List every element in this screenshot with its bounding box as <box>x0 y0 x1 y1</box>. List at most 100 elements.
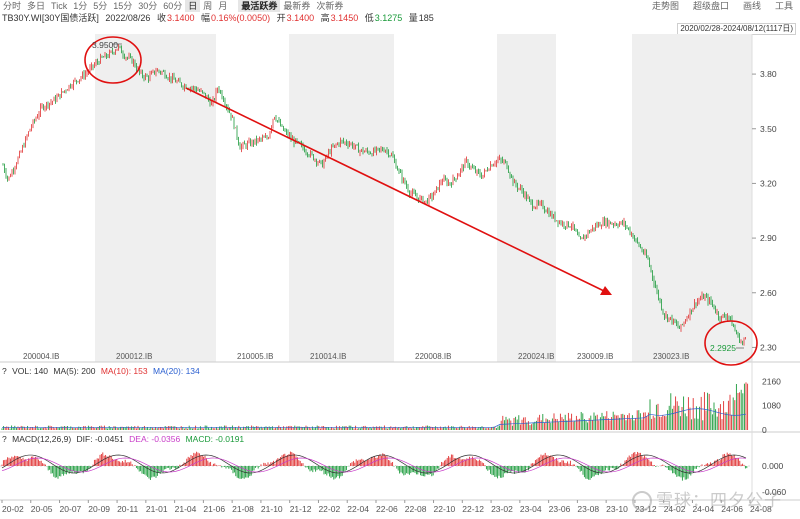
period-tab-1[interactable]: 多日 <box>27 1 46 11</box>
right-tools: 走势图 超级盘口 画线 工具 <box>641 0 796 12</box>
x-axis-label-7: 21-06 <box>203 504 225 514</box>
quote-bar: TB30Y.WI[30Y国债活跃] 2022/08/26 收 3.1400 幅0.… <box>2 12 438 24</box>
contract-band-0 <box>95 34 216 362</box>
watermark-text: 雪球：四夕公子 <box>656 491 782 511</box>
low-circle <box>704 320 758 366</box>
period-tab-9[interactable]: 周 <box>203 1 213 11</box>
x-axis-label-13: 22-06 <box>376 504 398 514</box>
x-axis-label-18: 23-04 <box>520 504 542 514</box>
high-value: 3.1450 <box>330 13 359 23</box>
high-label: 高 <box>320 13 330 23</box>
contract-label-7: 230023.IB <box>653 352 689 361</box>
y-tick-label-2: 3.20 <box>760 178 777 188</box>
bond-option-1[interactable]: 最新券 <box>283 1 311 11</box>
open-label: 开 <box>276 13 286 23</box>
macd-dea: DEA: -0.0356 <box>129 434 181 444</box>
low-value: 3.1275 <box>374 13 403 23</box>
vol-y-label-0: 2160 <box>762 376 781 386</box>
open-value: 3.1400 <box>286 13 315 23</box>
macd-y-label-0: 0.000 <box>762 461 784 471</box>
macd-dif: DIF: -0.0451 <box>76 434 124 444</box>
x-axis-label-11: 22-02 <box>318 504 340 514</box>
period-tab-3[interactable]: 1分 <box>73 1 88 11</box>
macd-dif-line <box>1 454 747 474</box>
bond-option-2[interactable]: 次新券 <box>316 1 344 11</box>
x-axis-label-16: 22-12 <box>462 504 484 514</box>
volume-legend: ? VOL: 140 MA(5): 200 MA(10): 153 MA(20)… <box>2 366 203 376</box>
contract-label-1: 200012.IB <box>116 352 152 361</box>
high-circle <box>84 36 142 84</box>
vol-y-label-2: 0 <box>762 425 767 435</box>
bond-option-0[interactable]: 最活跃券 <box>238 0 281 12</box>
volume-label: 量 <box>408 13 418 23</box>
period-tab-6[interactable]: 30分 <box>138 1 158 11</box>
vol-ma20: MA(20): 134 <box>152 366 200 376</box>
x-axis-label-21: 23-10 <box>606 504 628 514</box>
low-label: 低 <box>364 13 374 23</box>
x-axis-label-12: 22-04 <box>347 504 369 514</box>
y-tick-label-5: 2.30 <box>760 342 777 352</box>
x-axis-label-15: 22-10 <box>434 504 456 514</box>
y-tick-label-4: 2.60 <box>760 288 777 298</box>
contract-band-1 <box>289 34 394 362</box>
macd-y-label-1: -0.060 <box>762 487 786 497</box>
vol-ma20-line <box>2 408 747 428</box>
contract-label-0: 200004.IB <box>23 352 59 361</box>
vol-y-label-1: 1080 <box>762 401 781 411</box>
contract-label-2: 210005.IB <box>237 352 273 361</box>
close-label: 收 <box>156 13 166 23</box>
volume-settings-icon[interactable]: ? <box>2 366 7 376</box>
y-tick-label-3: 2.90 <box>760 233 777 243</box>
high-marker-label: 3.9500 <box>92 40 118 50</box>
contract-label-5: 220024.IB <box>518 352 554 361</box>
macd-legend: ? MACD(12,26,9) DIF: -0.0451 DEA: -0.035… <box>2 434 247 444</box>
x-axis-label-3: 20-09 <box>88 504 110 514</box>
snowball-logo-icon <box>632 491 652 511</box>
x-axis-label-17: 23-02 <box>491 504 513 514</box>
contract-label-4: 220008.IB <box>415 352 451 361</box>
x-axis-label-24: 24-04 <box>692 504 714 514</box>
contract-label-6: 230009.IB <box>577 352 613 361</box>
x-axis-label-25: 24-06 <box>721 504 743 514</box>
x-axis-label-8: 21-08 <box>232 504 254 514</box>
vol-ma10: MA(10): 153 <box>100 366 148 376</box>
period-tabs: 分时 多日 Tick 1分 5分 15分 30分 60分日周月 <box>0 0 230 12</box>
x-axis-label-6: 21-04 <box>175 504 197 514</box>
contract-band-3 <box>632 34 752 362</box>
trend-arrow-head <box>600 286 612 295</box>
x-axis-label-9: 21-10 <box>261 504 283 514</box>
x-axis-label-26: 24-08 <box>750 504 772 514</box>
tool-button-0[interactable]: 走势图 <box>651 1 679 11</box>
period-tab-4[interactable]: 5分 <box>93 1 108 11</box>
vol-ma5: MA(5): 200 <box>53 366 96 376</box>
change-value: 0.16%(0.0050) <box>211 13 271 23</box>
tool-button-1[interactable]: 超级盘口 <box>692 1 729 11</box>
period-tab-10[interactable]: 月 <box>218 1 228 11</box>
x-axis-label-1: 20-05 <box>31 504 53 514</box>
x-axis-label-23: 24-02 <box>664 504 686 514</box>
trend-arrow-line <box>185 87 605 292</box>
tool-button-3[interactable]: 工具 <box>774 1 793 11</box>
macd-dea-line <box>1 457 747 473</box>
x-axis-label-20: 23-08 <box>577 504 599 514</box>
contract-label-3: 210014.IB <box>310 352 346 361</box>
period-tab-8[interactable]: 日 <box>185 0 201 12</box>
macd-name: MACD(12,26,9) <box>12 434 72 444</box>
symbol-name[interactable]: TB30Y.WI[30Y国债活跃] <box>2 13 99 23</box>
change-label: 幅 <box>201 13 211 23</box>
x-axis-label-10: 21-12 <box>290 504 312 514</box>
x-axis-label-2: 20-07 <box>60 504 82 514</box>
macd-settings-icon[interactable]: ? <box>2 434 7 444</box>
quote-date: 2022/08/26 <box>105 13 151 23</box>
x-axis-label-5: 21-01 <box>146 504 168 514</box>
y-tick-label-0: 3.80 <box>760 69 777 79</box>
period-tab-2[interactable]: Tick <box>51 1 68 11</box>
period-tab-5[interactable]: 15分 <box>113 1 133 11</box>
period-tab-7[interactable]: 60分 <box>163 1 183 11</box>
period-tab-0[interactable]: 分时 <box>3 1 22 11</box>
tool-button-2[interactable]: 画线 <box>742 1 761 11</box>
volume-value: 185 <box>418 13 434 23</box>
y-tick-label-1: 3.50 <box>760 124 777 134</box>
bond-selector: 最活跃券 最新券 次新券 <box>238 0 346 12</box>
